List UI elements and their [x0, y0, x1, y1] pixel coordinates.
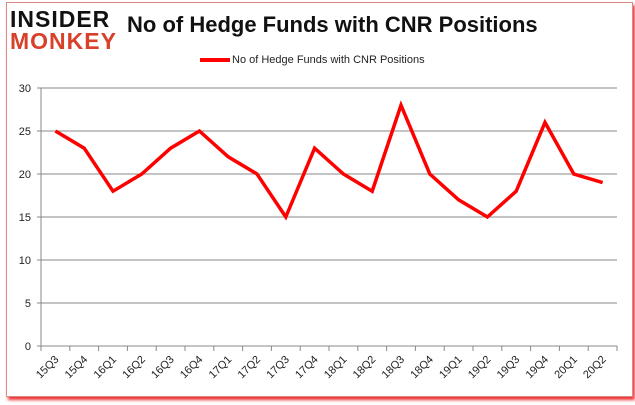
- x-tick-label: 20Q2: [581, 354, 609, 382]
- y-tick-label: 25: [19, 126, 31, 138]
- y-tick-label: 15: [19, 212, 31, 224]
- series-line: [54, 100, 604, 221]
- y-tick-label: 10: [19, 255, 31, 267]
- y-tick-label: 0: [25, 341, 31, 353]
- y-tick-label: 20: [19, 169, 31, 181]
- x-tick-label: 18Q3: [380, 354, 408, 382]
- chart-frame: [6, 2, 633, 397]
- x-tick-label: 19Q2: [466, 354, 494, 382]
- x-tick-label: 19Q1: [437, 354, 465, 382]
- x-tick-label: 17Q4: [293, 354, 321, 382]
- x-tick-label: 15Q4: [63, 354, 91, 382]
- x-tick-label: 16Q3: [149, 354, 177, 382]
- x-tick-label: 20Q1: [552, 354, 580, 382]
- insider-monkey-logo: INSIDER MONKEY: [10, 6, 117, 54]
- chart-title: No of Hedge Funds with CNR Positions: [127, 12, 538, 37]
- legend-label: No of Hedge Funds with CNR Positions: [232, 54, 425, 66]
- x-tick-label: 18Q2: [351, 354, 379, 382]
- x-tick-label: 17Q2: [236, 354, 264, 382]
- x-tick-label: 16Q2: [120, 354, 148, 382]
- x-tick-label: 15Q3: [34, 354, 62, 382]
- y-tick-label: 30: [19, 83, 31, 95]
- x-tick-label: 19Q3: [495, 354, 523, 382]
- x-tick-label: 16Q1: [92, 354, 120, 382]
- x-tick-label: 19Q4: [524, 354, 552, 382]
- x-tick-label: 16Q4: [178, 354, 206, 382]
- x-tick-label: 18Q1: [322, 354, 350, 382]
- legend-swatch: [200, 58, 230, 62]
- x-tick-label: 17Q3: [264, 354, 292, 382]
- legend: No of Hedge Funds with CNR Positions: [200, 54, 425, 66]
- x-tick-label: 17Q1: [207, 354, 235, 382]
- x-tick-label: 18Q4: [408, 354, 436, 382]
- y-tick-label: 5: [25, 298, 31, 310]
